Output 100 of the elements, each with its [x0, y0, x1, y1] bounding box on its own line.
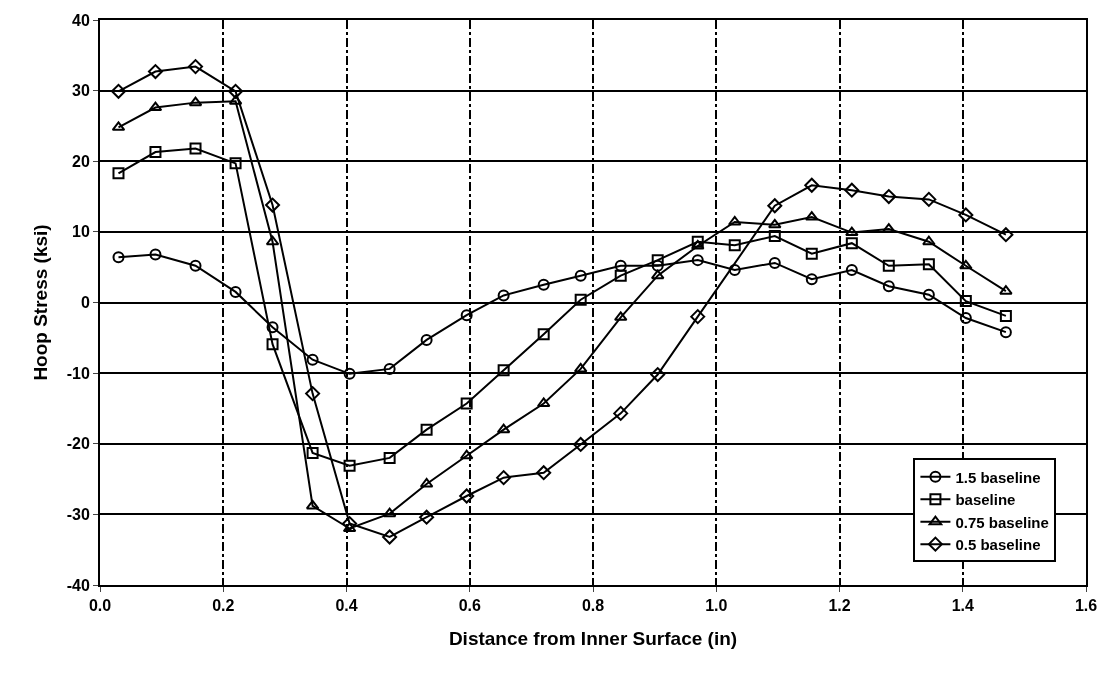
- point: [537, 328, 550, 341]
- point: [767, 198, 783, 214]
- point: [651, 254, 664, 267]
- point: [999, 285, 1013, 295]
- y-tick-label: 30: [72, 82, 90, 100]
- point: [497, 289, 510, 302]
- point: [691, 254, 704, 267]
- point: [265, 197, 281, 213]
- point: [419, 509, 435, 525]
- point: [537, 278, 550, 291]
- x-tick-label: 0.4: [335, 597, 358, 615]
- point: [149, 248, 162, 261]
- point: [188, 59, 204, 75]
- point: [189, 259, 202, 272]
- point: [459, 488, 475, 504]
- point: [266, 321, 279, 334]
- point: [229, 157, 242, 170]
- point: [147, 64, 163, 80]
- point: [844, 182, 860, 198]
- legend-label: baseline: [955, 491, 1016, 508]
- y-tick-label: 40: [72, 11, 90, 29]
- point: [921, 191, 937, 207]
- point: [959, 312, 972, 325]
- point: [922, 258, 935, 271]
- point: [460, 397, 473, 410]
- x-axis-title: Distance from Inner Surface (in): [448, 627, 738, 649]
- point: [882, 223, 896, 233]
- point: [804, 177, 820, 193]
- y-tick-label: -40: [66, 576, 90, 594]
- point: [382, 529, 398, 545]
- point: [805, 247, 818, 260]
- point: [112, 167, 125, 180]
- legend-label: 0.5 baseline: [955, 536, 1041, 553]
- point: [306, 446, 319, 459]
- point: [573, 362, 588, 373]
- point: [148, 101, 163, 112]
- point: [112, 251, 125, 264]
- point: [999, 326, 1012, 339]
- legend-label: 1.5 baseline: [955, 468, 1041, 486]
- point: [189, 142, 202, 155]
- point: [574, 293, 587, 306]
- point: [343, 459, 356, 472]
- point: [574, 269, 587, 282]
- point: [110, 83, 126, 99]
- y-tick-label: 0: [80, 294, 90, 312]
- point: [614, 269, 627, 282]
- x-tick-label: 1.6: [1074, 597, 1098, 615]
- x-tick-label: 1.2: [828, 597, 851, 615]
- point: [728, 239, 741, 252]
- y-tick-label: -30: [66, 505, 90, 523]
- x-tick-label: 0.0: [88, 597, 112, 615]
- point: [497, 364, 510, 377]
- point: [459, 449, 474, 460]
- point: [958, 207, 974, 223]
- point: [651, 259, 664, 272]
- point: [420, 333, 433, 346]
- point: [922, 288, 935, 301]
- point: [882, 259, 895, 272]
- point: [265, 235, 280, 246]
- point: [805, 273, 818, 286]
- point: [420, 423, 433, 436]
- point: [149, 146, 162, 159]
- x-tick-label: 1.4: [951, 597, 974, 615]
- x-tick-label: 0.8: [581, 597, 605, 615]
- point: [383, 362, 396, 375]
- point: [613, 405, 629, 421]
- point: [496, 423, 511, 434]
- point: [768, 230, 781, 243]
- point: [998, 227, 1014, 243]
- point: [881, 189, 897, 205]
- point: [305, 499, 320, 510]
- point: [305, 386, 321, 402]
- y-tick-label: -20: [66, 435, 90, 453]
- point: [728, 264, 741, 277]
- point: [845, 226, 859, 237]
- point: [768, 256, 781, 269]
- point: [999, 309, 1012, 322]
- point: [650, 269, 665, 280]
- point: [650, 367, 666, 383]
- point: [496, 470, 512, 486]
- point: [343, 367, 356, 380]
- point: [768, 218, 782, 229]
- y-axis-title: Hoop Stress (ksi): [30, 224, 52, 381]
- point: [691, 235, 704, 248]
- x-tick-label: 0.2: [212, 597, 235, 615]
- point: [727, 215, 742, 226]
- x-tick-label: 1.0: [705, 597, 728, 615]
- point: [383, 451, 396, 464]
- point: [460, 309, 473, 322]
- point: [306, 353, 319, 366]
- point: [229, 285, 242, 298]
- point: [573, 436, 589, 452]
- point: [959, 259, 973, 270]
- point: [959, 295, 972, 308]
- legend-label: 0.75 baseline: [955, 513, 1049, 531]
- x-tick-label: 0.6: [458, 597, 481, 615]
- point: [845, 237, 858, 250]
- point: [690, 309, 706, 325]
- point: [845, 264, 858, 277]
- y-tick-label: 20: [72, 152, 90, 170]
